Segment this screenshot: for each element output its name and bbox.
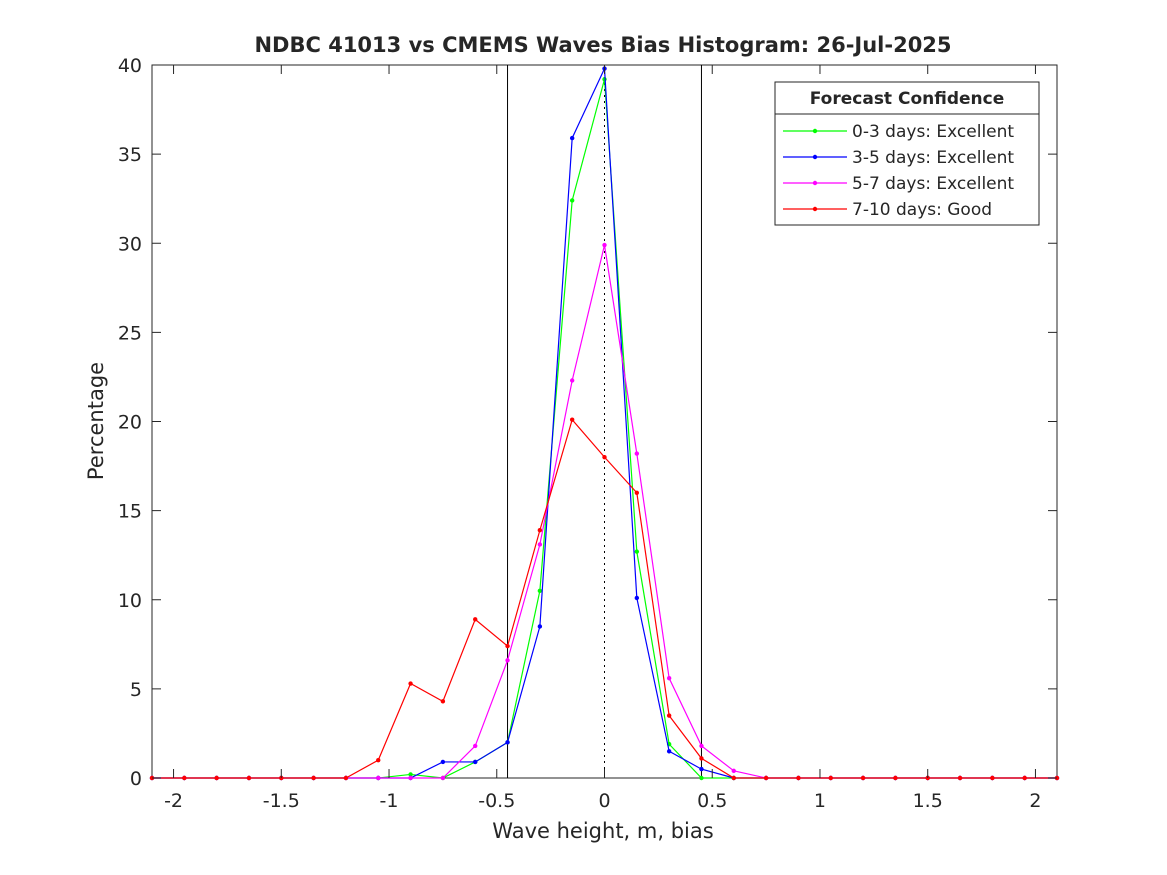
data-point <box>537 588 543 594</box>
data-point <box>699 743 704 749</box>
y-axis: 0 5 10 15 20 25 30 35 40 <box>118 55 1057 790</box>
data-point <box>408 775 413 781</box>
x-tick-label: 1 <box>814 790 826 812</box>
y-tick-label: 40 <box>118 55 142 77</box>
data-point <box>343 775 349 781</box>
legend-item: 0-3 days: Excellent <box>783 122 1014 142</box>
data-point <box>828 775 833 781</box>
legend-label: 3-5 days: Excellent <box>852 148 1014 168</box>
data-point <box>666 749 672 754</box>
data-point <box>214 775 219 781</box>
data-point <box>796 775 801 781</box>
legend-item: 7-10 days: Good <box>783 200 992 220</box>
data-point <box>602 454 607 460</box>
data-point <box>731 775 736 781</box>
legend-items: 0-3 days: Excellent 3-5 days: Excellent 5-… <box>783 122 1014 220</box>
x-axis: -2 -1.5 -1 -0.5 0 0.5 1 1.5 2 <box>164 65 1041 812</box>
y-tick-label: 15 <box>118 501 142 523</box>
data-point <box>311 775 316 781</box>
data-point <box>569 198 575 203</box>
data-point <box>408 772 413 777</box>
data-point <box>569 378 575 383</box>
data-point <box>440 759 446 765</box>
x-tick-label: 2 <box>1029 790 1041 812</box>
data-point <box>666 675 672 681</box>
legend-item: 5-7 days: Excellent <box>783 174 1014 194</box>
x-tick-label: 0.5 <box>697 790 727 812</box>
data-point <box>699 756 704 761</box>
legend-swatch-marker <box>812 206 818 212</box>
data-point <box>537 542 543 547</box>
y-tick-label: 30 <box>118 233 142 255</box>
legend-swatch-marker <box>812 180 818 186</box>
data-point <box>376 775 381 781</box>
data-point <box>537 528 543 533</box>
data-point <box>666 713 672 718</box>
x-tick-label: 0 <box>598 790 610 812</box>
data-point <box>634 451 640 456</box>
data-point <box>408 681 413 686</box>
data-point <box>376 757 381 763</box>
data-point <box>182 775 187 781</box>
data-point <box>634 490 640 495</box>
legend-label: 7-10 days: Good <box>852 200 992 220</box>
data-point <box>957 775 963 781</box>
legend-swatch-marker <box>812 128 818 134</box>
chart-title: NDBC 41013 vs CMEMS Waves Bias Histogram… <box>254 33 951 57</box>
data-point <box>699 775 704 781</box>
legend-box <box>774 81 1040 226</box>
legend-label: 0-3 days: Excellent <box>852 122 1014 142</box>
x-tick-label: 1.5 <box>913 790 943 812</box>
x-tick-label: -1.5 <box>263 790 300 812</box>
legend-swatch-marker <box>812 154 818 160</box>
data-point <box>569 135 575 141</box>
data-point <box>634 595 640 601</box>
y-tick-label: 10 <box>118 590 142 612</box>
data-point <box>473 617 478 622</box>
y-tick-label: 5 <box>130 679 142 701</box>
data-point <box>569 417 575 422</box>
y-tick-label: 0 <box>130 768 142 790</box>
x-tick-label: -1 <box>380 790 399 812</box>
data-point <box>440 775 446 781</box>
x-tick-label: -2 <box>164 790 183 812</box>
legend-title: Forecast Confidence <box>810 89 1005 109</box>
data-point <box>505 658 510 663</box>
legend-label: 5-7 days: Excellent <box>852 174 1014 194</box>
y-tick-label: 35 <box>118 144 142 166</box>
data-point <box>699 766 704 772</box>
y-axis-label: Percentage <box>84 362 108 480</box>
y-tick-label: 20 <box>118 412 142 434</box>
series-4 <box>149 417 1060 781</box>
data-point <box>634 549 640 554</box>
x-axis-label: Wave height, m, bias <box>492 819 713 843</box>
data-point <box>602 242 607 248</box>
y-tick-label: 25 <box>118 322 142 344</box>
data-point <box>1022 775 1027 781</box>
data-point <box>246 775 252 781</box>
legend: Forecast Confidence 0-3 days: Excellent 3… <box>774 81 1040 226</box>
legend-item: 3-5 days: Excellent <box>783 148 1014 168</box>
data-point <box>990 775 995 781</box>
data-point <box>893 775 898 781</box>
data-point <box>505 643 510 649</box>
data-point <box>473 743 478 749</box>
data-point <box>731 768 736 774</box>
data-point <box>537 624 543 629</box>
data-point <box>440 699 446 704</box>
data-point <box>763 775 769 781</box>
data-point <box>473 759 478 765</box>
data-point <box>505 740 510 745</box>
x-tick-label: -0.5 <box>478 790 515 812</box>
data-point <box>860 775 866 781</box>
